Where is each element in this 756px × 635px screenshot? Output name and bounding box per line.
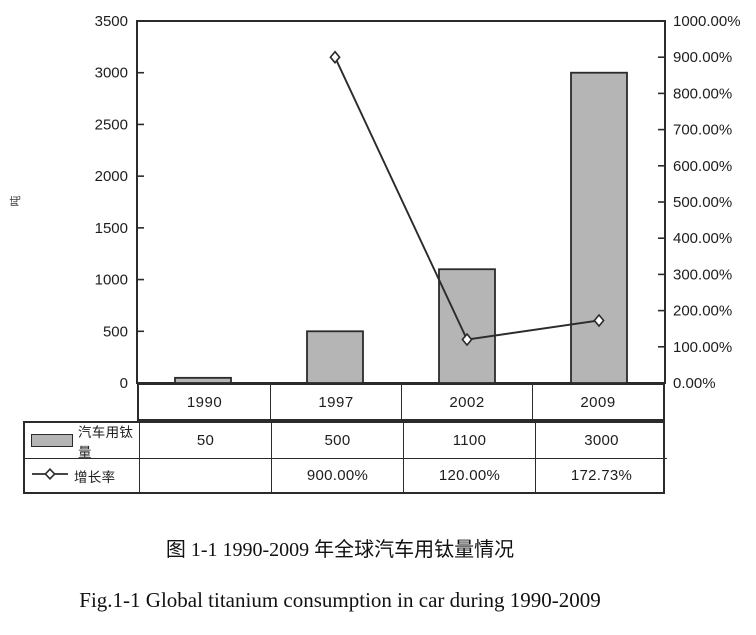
right-axis-tick-label: 300.00% — [673, 266, 732, 283]
table-value-bar-2009: 3000 — [535, 423, 667, 458]
combo-chart: 3500 3000 2500 2000 1500 1000 500 0 1000.00% 900.… — [95, 13, 741, 392]
legend-bar-series: 汽车用钛量 — [25, 423, 139, 460]
right-axis-tick-label: 600.00% — [673, 158, 732, 175]
left-axis-tick-label: 2500 — [95, 116, 128, 133]
data-table: 汽车用钛量 50 500 1100 3000 增长率 900.00% 120.0… — [23, 421, 667, 494]
line-marker-icon — [31, 468, 69, 483]
table-value-line-2002: 120.00% — [403, 458, 535, 492]
bar-2009 — [570, 71, 628, 384]
left-axis-unit-label: 吨 — [10, 195, 22, 207]
legend-bar-label: 汽车用钛量 — [78, 424, 134, 460]
right-axis-tick-label: 700.00% — [673, 122, 732, 139]
table-value-line-1997: 900.00% — [271, 458, 403, 492]
legend-line-label: 增长率 — [74, 469, 116, 485]
category-label: 2009 — [532, 385, 663, 419]
right-axis-tick-label: 0.00% — [673, 375, 716, 392]
left-axis-tick-label: 3500 — [95, 13, 128, 30]
caption-chinese: 图 1-1 1990-2009 年全球汽车用钛量情况 — [165, 539, 515, 561]
line-marker-diamond — [593, 313, 605, 328]
category-label: 1997 — [270, 385, 401, 419]
right-axis-tick-label: 900.00% — [673, 49, 732, 66]
right-axis-tick-label: 100.00% — [673, 339, 732, 356]
line-marker-diamond — [329, 50, 341, 64]
table-value-bar-1990: 50 — [139, 423, 271, 458]
right-axis-tick-label: 800.00% — [673, 85, 732, 102]
left-axis-tick-label: 0 — [120, 375, 128, 392]
left-axis-tick-label: 1500 — [95, 220, 128, 237]
table-value-bar-1997: 500 — [271, 423, 403, 458]
caption-english: Fig.1-1 Global titanium consumption in c… — [79, 588, 601, 612]
category-row: 1990 1997 2002 2009 — [137, 383, 665, 421]
table-value-line-1990 — [139, 458, 271, 492]
legend-line-series: 增长率 — [25, 458, 139, 492]
left-axis-tick-label: 1000 — [95, 272, 128, 289]
left-axis-tick-label: 3000 — [95, 65, 128, 82]
table-value-bar-2002: 1100 — [403, 423, 535, 458]
bar-1997 — [306, 330, 364, 384]
right-axis-tick-label: 500.00% — [673, 194, 732, 211]
right-axis-tick-label: 1000.00% — [673, 13, 741, 30]
left-axis-tick-label: 500 — [103, 323, 128, 340]
right-axis-tick-label: 400.00% — [673, 230, 732, 247]
table-value-line-2009: 172.73% — [535, 458, 667, 492]
right-axis-tick-label: 200.00% — [673, 303, 732, 320]
line-marker-diamond — [461, 332, 473, 347]
bar-swatch-icon — [31, 434, 73, 447]
category-label: 2002 — [401, 385, 532, 419]
left-axis-tick-label: 2000 — [95, 168, 128, 185]
bar-2002 — [438, 268, 496, 384]
category-label: 1990 — [186, 393, 223, 411]
